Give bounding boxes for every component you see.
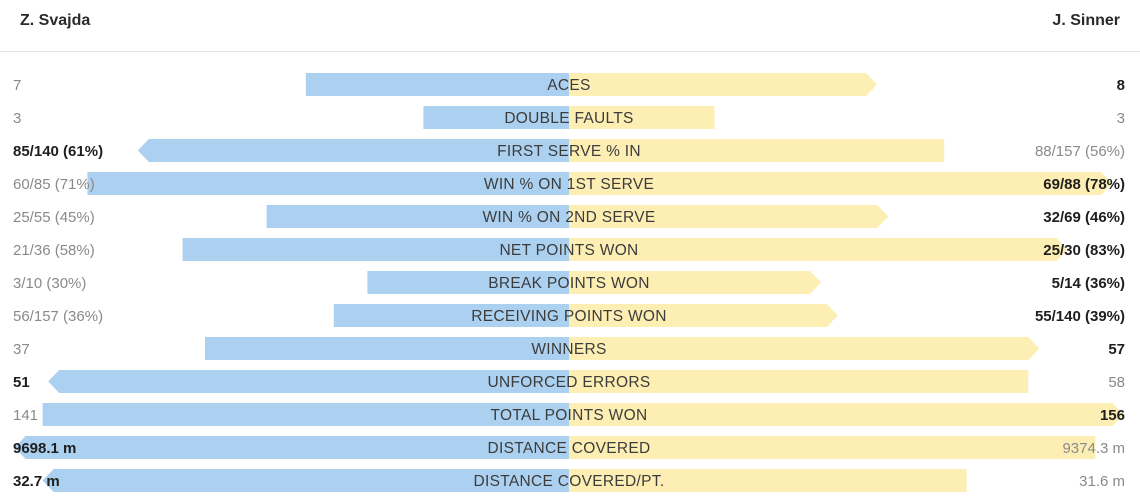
- bar-right-2: [569, 139, 945, 162]
- bar-right-4: [569, 205, 889, 228]
- stat-name-8: WINNERS: [531, 341, 606, 358]
- value-left-2: 85/140 (61%): [13, 143, 103, 160]
- value-left-4: 25/55 (45%): [13, 209, 95, 226]
- stat-name-7: RECEIVING POINTS WON: [471, 308, 666, 325]
- bar-right-3: [569, 172, 1113, 195]
- value-right-12: 31.6 m: [1079, 473, 1125, 490]
- bar-left-0: [305, 73, 569, 96]
- value-right-4: 32/69 (46%): [1043, 209, 1125, 226]
- value-left-8: 37: [13, 341, 30, 358]
- bar-right-8: [569, 337, 1040, 360]
- bar-left-12: [42, 469, 570, 492]
- bar-left-10: [42, 403, 570, 426]
- value-left-1: 3: [13, 110, 21, 127]
- value-right-2: 88/157 (56%): [1035, 143, 1125, 160]
- bar-left-3: [87, 172, 570, 195]
- stat-name-3: WIN % ON 1ST SERVE: [484, 176, 654, 193]
- stat-name-2: FIRST SERVE % IN: [497, 143, 641, 160]
- stat-name-1: DOUBLE FAULTS: [504, 110, 633, 127]
- bar-right-0: [569, 73, 877, 96]
- value-right-3: 69/88 (78%): [1043, 176, 1125, 193]
- player-left-name: Z. Svajda: [20, 12, 91, 29]
- value-left-3: 60/85 (71%): [13, 176, 95, 193]
- bar-right-9: [569, 370, 1029, 393]
- value-right-9: 58: [1108, 374, 1125, 391]
- stat-name-4: WIN % ON 2ND SERVE: [482, 209, 655, 226]
- bar-left-11: [14, 436, 570, 459]
- value-left-9: 51: [13, 374, 30, 391]
- bar-left-2: [137, 139, 570, 162]
- value-left-7: 56/157 (36%): [13, 308, 103, 325]
- bar-left-1: [423, 106, 569, 129]
- stat-name-6: BREAK POINTS WON: [488, 275, 650, 292]
- value-left-6: 3/10 (30%): [13, 275, 86, 292]
- bar-right-5: [569, 238, 1068, 261]
- bar-left-8: [205, 337, 569, 360]
- bar-right-7: [569, 304, 838, 327]
- value-left-12: 32.7 m: [13, 473, 60, 490]
- player-right-name: J. Sinner: [1052, 12, 1120, 29]
- stat-name-10: TOTAL POINTS WON: [491, 407, 648, 424]
- value-left-0: 7: [13, 77, 21, 94]
- stat-name-5: NET POINTS WON: [499, 242, 638, 259]
- bar-left-5: [182, 238, 569, 261]
- value-left-10: 141: [13, 407, 38, 424]
- value-left-11: 9698.1 m: [13, 440, 76, 457]
- stat-name-11: DISTANCE COVERED: [488, 440, 651, 457]
- value-right-0: 8: [1117, 77, 1125, 94]
- bar-left-6: [367, 271, 569, 294]
- value-right-6: 5/14 (36%): [1052, 275, 1125, 292]
- bar-left-4: [266, 205, 569, 228]
- value-right-8: 57: [1108, 341, 1125, 358]
- bar-left-9: [48, 370, 569, 393]
- value-right-5: 25/30 (83%): [1043, 242, 1125, 259]
- stat-name-12: DISTANCE COVERED/PT.: [474, 473, 665, 490]
- stat-name-0: ACES: [547, 77, 590, 94]
- value-right-7: 55/140 (39%): [1035, 308, 1125, 325]
- value-left-5: 21/36 (58%): [13, 242, 95, 259]
- value-right-10: 156: [1100, 407, 1125, 424]
- header: Z. Svajda J. Sinner: [0, 0, 1140, 52]
- bar-left-7: [333, 304, 569, 327]
- bar-right-10: [569, 403, 1124, 426]
- value-right-1: 3: [1117, 110, 1125, 127]
- bar-right-6: [569, 271, 821, 294]
- bar-right-11: [569, 436, 1096, 459]
- stat-name-9: UNFORCED ERRORS: [488, 374, 651, 391]
- value-right-11: 9374.3 m: [1062, 440, 1125, 457]
- bar-right-12: [569, 469, 967, 492]
- bar-right-1: [569, 106, 715, 129]
